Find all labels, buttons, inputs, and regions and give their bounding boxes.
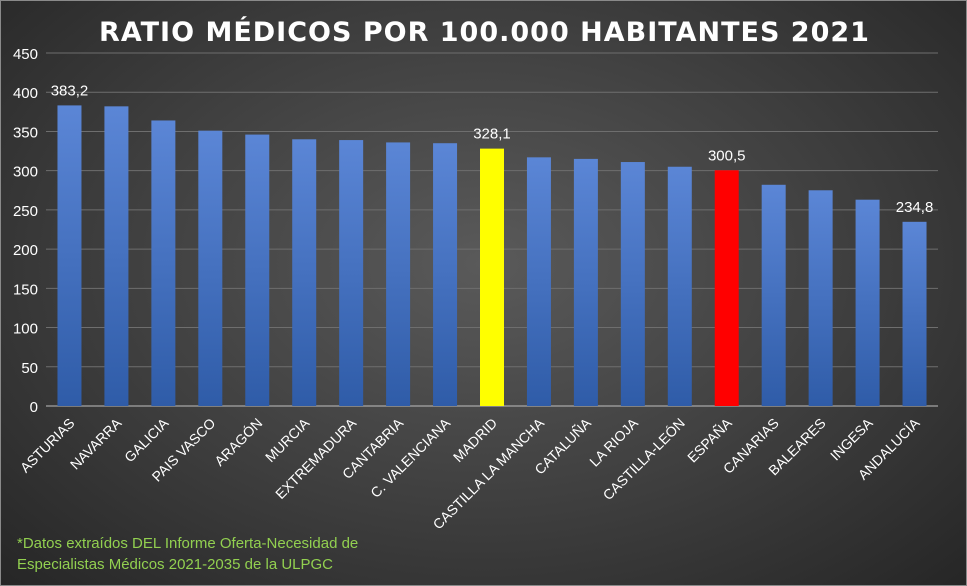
chart-title: RATIO MÉDICOS POR 100.000 HABITANTES 202… — [99, 17, 870, 48]
bar — [339, 140, 364, 406]
bar — [667, 166, 692, 406]
bar — [198, 130, 223, 406]
y-tick-label: 100 — [13, 321, 38, 338]
footnote-line-1: *Datos extraídos DEL Informe Oferta-Nece… — [17, 535, 359, 552]
bar — [855, 199, 880, 406]
data-label: 300,5 — [708, 147, 746, 164]
y-tick-label: 350 — [13, 124, 38, 141]
bar — [245, 134, 270, 407]
x-tick-label: NAVARRA — [67, 414, 125, 472]
y-tick-label: 50 — [21, 360, 38, 377]
y-tick-label: 0 — [30, 399, 38, 416]
x-tick-label: EXTREMADURA — [272, 414, 360, 502]
data-label: 328,1 — [473, 126, 511, 143]
footnote: *Datos extraídos DEL Informe Oferta-Nece… — [17, 533, 358, 575]
x-tick-label: ARAGÓN — [211, 415, 265, 469]
y-tick-label: 450 — [13, 46, 38, 63]
bar — [573, 158, 598, 406]
bar — [386, 142, 411, 406]
bar — [151, 120, 176, 406]
x-tick-label: C. VALENCIANA — [367, 414, 453, 500]
y-tick-label: 200 — [13, 242, 38, 259]
bar — [808, 190, 833, 406]
bar — [292, 139, 317, 407]
bar — [104, 106, 129, 406]
y-tick-label: 250 — [13, 203, 38, 220]
bar — [714, 170, 739, 406]
data-label: 383,2 — [51, 82, 89, 99]
bar — [526, 157, 551, 406]
data-label: 234,8 — [896, 199, 934, 216]
bar — [761, 184, 786, 406]
y-tick-label: 400 — [13, 85, 38, 102]
bar — [620, 162, 645, 406]
x-tick-label: CASTILLA-LEÓN — [600, 415, 688, 503]
bar — [902, 221, 927, 406]
bar — [433, 143, 458, 406]
x-tick-label: ASTURIAS — [17, 415, 78, 476]
footnote-line-2: Especialistas Médicos 2021-2035 de la UL… — [17, 556, 334, 573]
y-tick-label: 150 — [13, 281, 38, 298]
bar — [57, 105, 82, 407]
bar — [480, 148, 504, 406]
y-tick-label: 300 — [13, 164, 38, 181]
